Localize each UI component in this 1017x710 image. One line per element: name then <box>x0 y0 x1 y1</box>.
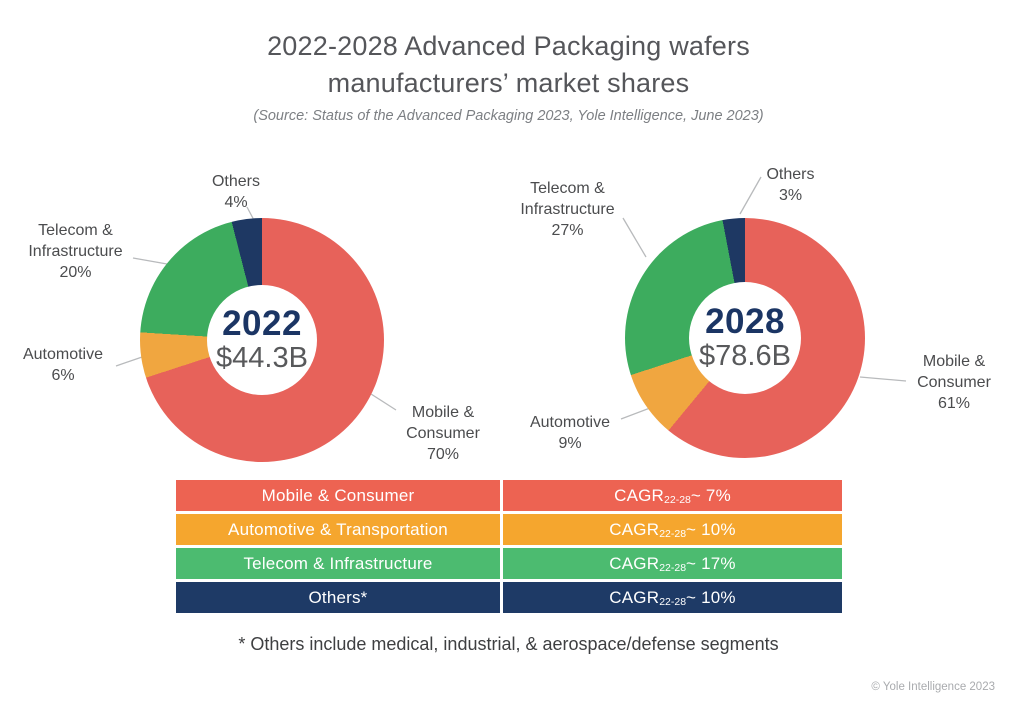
callout-text: Mobile & <box>411 404 475 421</box>
callout-pct: 9% <box>558 435 582 452</box>
donut-chart-2022: 2022 $44.3B <box>140 218 384 462</box>
callout-2022-mobile: Mobile & Consumer 70% <box>383 402 503 465</box>
cagr-table: Mobile & Consumer CAGR 22-28 ~ 7% Automot… <box>176 480 842 616</box>
callout-pct: 70% <box>426 446 460 463</box>
copyright: © Yole Intelligence 2023 <box>871 681 995 693</box>
callout-2028-automotive: Automotive 9% <box>508 412 632 454</box>
callout-text: Consumer <box>406 425 480 442</box>
page-title-line1: 2022-2028 Advanced Packaging wafers <box>267 31 750 61</box>
callout-text: Others <box>766 166 815 183</box>
callout-pct: 4% <box>224 194 248 211</box>
cagr-subscript: 22-28 <box>659 527 687 540</box>
segment-cell: Automotive & Transportation <box>176 514 500 545</box>
callout-2022-telecom: Telecom & Infrastructure 20% <box>3 220 148 283</box>
cagr-cell: CAGR 22-28 ~ 10% <box>503 514 842 545</box>
table-row: Automotive & Transportation CAGR 22-28 ~ … <box>176 514 842 545</box>
cagr-value: ~ 10% <box>686 519 736 539</box>
callout-pct: 27% <box>551 222 584 239</box>
source-note: (Source: Status of the Advanced Packagin… <box>253 108 764 124</box>
table-row: Others* CAGR 22-28 ~ 10% <box>176 582 842 613</box>
segment-cell: Others* <box>176 582 500 613</box>
segment-cell: Mobile & Consumer <box>176 480 500 511</box>
callout-pct: 6% <box>51 367 75 384</box>
cagr-cell: CAGR 22-28 ~ 10% <box>503 582 842 613</box>
table-row: Mobile & Consumer CAGR 22-28 ~ 7% <box>176 480 842 511</box>
cagr-value: ~ 10% <box>686 587 736 607</box>
callout-pct: 61% <box>937 395 971 412</box>
callout-pct: 3% <box>778 187 803 204</box>
callout-2028-telecom: Telecom & Infrastructure 27% <box>495 178 640 241</box>
callout-text: Automotive <box>22 346 104 363</box>
cagr-prefix: CAGR <box>609 587 660 607</box>
value-label-2022: $44.3B <box>216 342 308 374</box>
segment-cell: Telecom & Infrastructure <box>176 548 500 579</box>
cagr-cell: CAGR 22-28 ~ 17% <box>503 548 842 579</box>
cagr-cell: CAGR 22-28 ~ 7% <box>503 480 842 511</box>
callout-pct: 20% <box>59 264 92 281</box>
cagr-subscript: 22-28 <box>659 595 687 608</box>
callout-text: Telecom & <box>530 180 605 197</box>
cagr-prefix: CAGR <box>609 553 660 573</box>
callout-2022-others: Others 4% <box>191 171 281 213</box>
callout-text: Infrastructure <box>520 201 615 218</box>
cagr-value: ~ 7% <box>690 485 731 505</box>
footnote: * Others include medical, industrial, & … <box>238 634 779 654</box>
callout-text: Mobile & <box>922 353 986 370</box>
callout-2028-mobile: Mobile & Consumer 61% <box>893 351 1015 414</box>
page-title: 2022-2028 Advanced Packaging wafers manu… <box>0 28 1017 102</box>
cagr-subscript: 22-28 <box>659 561 687 574</box>
callout-2028-others: Others 3% <box>748 164 833 206</box>
cagr-prefix: CAGR <box>614 485 665 505</box>
donut-hole-2022: 2022 $44.3B <box>207 285 317 395</box>
cagr-subscript: 22-28 <box>664 493 691 506</box>
year-label-2028: 2028 <box>705 302 785 341</box>
value-label-2028: $78.6B <box>699 340 791 372</box>
donut-chart-2028: 2028 $78.6B <box>625 218 865 458</box>
callout-2022-automotive: Automotive 6% <box>3 344 123 386</box>
callout-text: Infrastructure <box>28 243 123 260</box>
cagr-value: ~ 17% <box>686 553 736 573</box>
callout-text: Consumer <box>917 374 991 391</box>
year-label-2022: 2022 <box>222 304 302 343</box>
cagr-prefix: CAGR <box>609 519 660 539</box>
callout-text: Telecom & <box>38 222 113 239</box>
donut-hole-2028: 2028 $78.6B <box>689 282 801 394</box>
table-row: Telecom & Infrastructure CAGR 22-28 ~ 17% <box>176 548 842 579</box>
callout-text: Automotive <box>529 414 611 431</box>
page-title-line2: manufacturers’ market shares <box>327 68 690 98</box>
callout-text: Others <box>211 173 260 190</box>
